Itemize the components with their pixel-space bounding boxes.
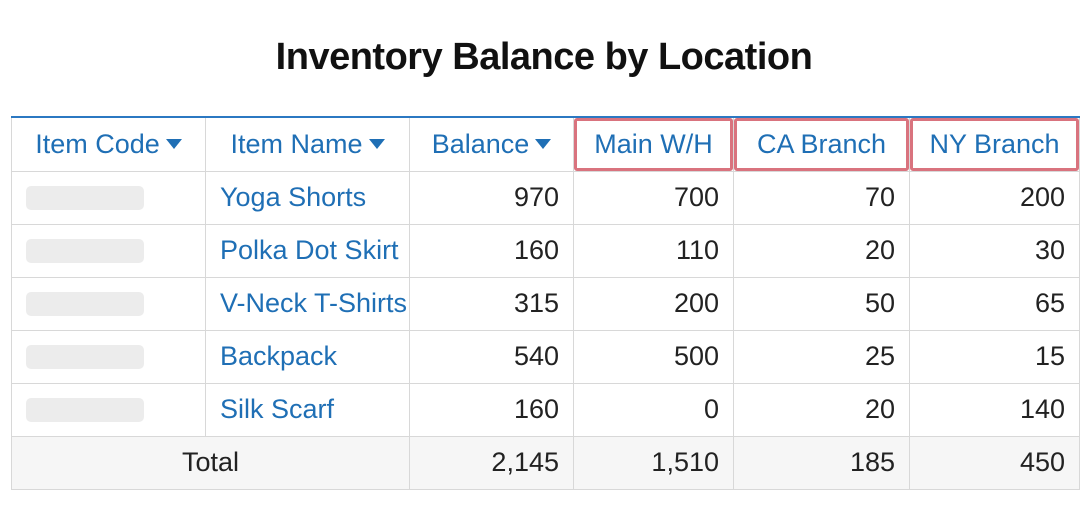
column-header-main-wh: Main W/H	[573, 116, 734, 172]
item-name-cell: Yoga Shorts	[205, 170, 410, 225]
total-row: Total 2,145 1,510 185 450	[11, 435, 1080, 490]
inventory-table: Item Code Item Name Balance Main W/H CA …	[11, 116, 1080, 490]
sort-down-icon[interactable]	[535, 138, 552, 149]
table-row: Polka Dot Skirt 160 110 20 30	[11, 223, 1080, 278]
table-row: Yoga Shorts 970 700 70 200	[11, 170, 1080, 225]
item-name-cell: V-Neck T-Shirts	[205, 276, 410, 331]
item-name-cell: Silk Scarf	[205, 382, 410, 437]
ny-branch-cell: 15	[909, 329, 1080, 384]
item-code-placeholder	[26, 291, 144, 316]
ny-branch-cell: 200	[909, 170, 1080, 225]
item-code-placeholder	[26, 397, 144, 422]
table-row: Silk Scarf 160 0 20 140	[11, 382, 1080, 437]
item-code-cell	[11, 276, 206, 331]
balance-cell: 315	[409, 276, 574, 331]
main-wh-cell: 200	[573, 276, 734, 331]
ny-branch-cell: 30	[909, 223, 1080, 278]
column-header-balance[interactable]: Balance	[409, 116, 574, 172]
ca-branch-cell: 50	[733, 276, 910, 331]
ca-branch-cell: 25	[733, 329, 910, 384]
total-balance: 2,145	[409, 435, 574, 490]
balance-cell: 540	[409, 329, 574, 384]
item-code-placeholder	[26, 344, 144, 369]
ca-branch-cell: 70	[733, 170, 910, 225]
main-wh-cell: 0	[573, 382, 734, 437]
item-name-link[interactable]: Polka Dot Skirt	[220, 235, 399, 265]
item-name-link[interactable]: V-Neck T-Shirts	[220, 288, 408, 318]
table-row: Backpack 540 500 25 15	[11, 329, 1080, 384]
header-row: Item Code Item Name Balance Main W/H CA …	[11, 116, 1080, 172]
item-name-link[interactable]: Backpack	[220, 341, 338, 371]
item-code-cell	[11, 223, 206, 278]
item-code-cell	[11, 329, 206, 384]
item-code-placeholder	[26, 238, 144, 263]
sort-down-icon[interactable]	[368, 138, 385, 149]
page-title: Inventory Balance by Location	[275, 36, 813, 78]
item-code-cell	[11, 382, 206, 437]
ca-branch-cell: 20	[733, 382, 910, 437]
total-main-wh: 1,510	[573, 435, 734, 490]
column-header-label: Item Code	[35, 128, 160, 159]
item-code-placeholder	[26, 185, 144, 210]
balance-cell: 160	[409, 223, 574, 278]
column-header-ca-branch: CA Branch	[733, 116, 910, 172]
column-header-label: Main W/H	[594, 128, 713, 159]
column-header-label: NY Branch	[929, 128, 1060, 159]
ny-branch-cell: 140	[909, 382, 1080, 437]
main-wh-cell: 500	[573, 329, 734, 384]
column-header-label: Item Name	[230, 128, 363, 159]
total-label: Total	[11, 435, 410, 490]
balance-cell: 970	[409, 170, 574, 225]
ca-branch-cell: 20	[733, 223, 910, 278]
total-ny-branch: 450	[909, 435, 1080, 490]
item-code-cell	[11, 170, 206, 225]
main-wh-cell: 700	[573, 170, 734, 225]
item-name-link[interactable]: Silk Scarf	[220, 394, 335, 424]
item-name-cell: Backpack	[205, 329, 410, 384]
main-wh-cell: 110	[573, 223, 734, 278]
total-ca-branch: 185	[733, 435, 910, 490]
column-header-item-code[interactable]: Item Code	[11, 116, 206, 172]
sort-down-icon[interactable]	[165, 138, 182, 149]
ny-branch-cell: 65	[909, 276, 1080, 331]
column-header-label: Balance	[431, 128, 530, 159]
column-header-item-name[interactable]: Item Name	[205, 116, 410, 172]
item-name-link[interactable]: Yoga Shorts	[220, 182, 367, 212]
column-header-ny-branch: NY Branch	[909, 116, 1080, 172]
table-row: V-Neck T-Shirts 315 200 50 65	[11, 276, 1080, 331]
item-name-cell: Polka Dot Skirt	[205, 223, 410, 278]
balance-cell: 160	[409, 382, 574, 437]
column-header-label: CA Branch	[756, 128, 887, 159]
